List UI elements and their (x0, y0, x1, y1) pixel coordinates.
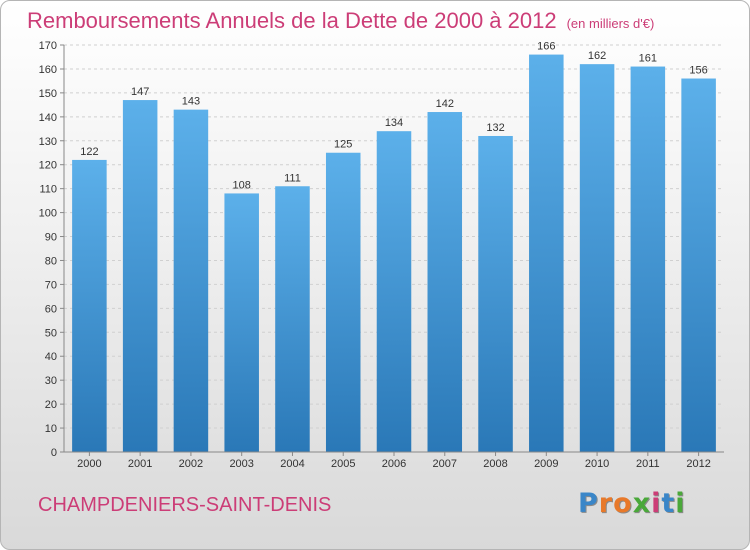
logo-letter: i (651, 488, 662, 519)
y-tick-label: 70 (45, 279, 57, 291)
x-tick-label: 2008 (483, 458, 507, 470)
bar (529, 54, 564, 452)
logo-letter: t (661, 488, 676, 519)
bar-value-label: 162 (588, 50, 606, 62)
y-tick-label: 20 (45, 399, 57, 411)
bar (427, 112, 463, 453)
y-tick-label: 80 (45, 255, 57, 267)
bar (681, 78, 716, 453)
y-tick-label: 150 (39, 88, 57, 100)
y-tick-label: 140 (39, 112, 57, 124)
x-tick-label: 2011 (636, 458, 660, 470)
bar-value-label: 132 (486, 122, 504, 134)
bar-value-label: 125 (334, 139, 352, 151)
proxiti-logo[interactable]: Proxiti (578, 488, 686, 519)
x-tick-label: 2001 (128, 458, 152, 470)
bar (275, 186, 310, 453)
y-tick-label: 50 (45, 327, 57, 339)
y-tick-label: 30 (45, 375, 57, 387)
title-text: Remboursements Annuels de la Dette de 20… (27, 8, 557, 33)
bars: 122 147 143 108 111 125 134 142 132 166 162 161 156 (72, 41, 716, 453)
logo-letter: x (632, 488, 652, 519)
bar-value-label: 166 (537, 41, 555, 53)
bar (478, 135, 513, 452)
x-tick-label: 2009 (534, 458, 558, 470)
y-tick-label: 90 (45, 232, 57, 244)
logo-letter: o (613, 488, 633, 519)
bar-value-label: 142 (436, 98, 454, 110)
bar (325, 152, 361, 452)
y-tick-label: 40 (45, 351, 57, 363)
y-tick-label: 170 (39, 40, 57, 52)
bar (122, 100, 158, 453)
city-name: CHAMPDENIERS-SAINT-DENIS (38, 494, 332, 516)
bar (173, 109, 209, 452)
y-tick-label: 100 (39, 208, 57, 220)
x-tick-label: 2003 (229, 458, 253, 470)
bar-value-label: 161 (639, 53, 657, 65)
x-tick-label: 2000 (77, 458, 101, 470)
bar (630, 66, 666, 452)
x-tick-label: 2012 (686, 458, 710, 470)
bar-value-label: 147 (131, 86, 149, 98)
bar (579, 64, 615, 452)
y-tick-label: 160 (39, 64, 57, 76)
logo-letter: i (675, 488, 686, 519)
logo-letter: r (598, 488, 614, 519)
x-tick-label: 2005 (331, 458, 355, 470)
bar (72, 159, 107, 452)
bar (376, 131, 412, 452)
bar-value-label: 122 (80, 146, 98, 158)
y-tick-label: 110 (39, 184, 57, 196)
x-tick-label: 2010 (585, 458, 609, 470)
logo-letter: P (578, 488, 599, 519)
y-tick-label: 0 (51, 447, 57, 459)
x-tick-label: 2006 (382, 458, 406, 470)
y-tick-label: 60 (45, 303, 57, 315)
bar (224, 193, 259, 452)
chart-title: Remboursements Annuels de la Dette de 20… (27, 8, 654, 34)
x-tick-label: 2004 (280, 458, 304, 470)
x-tick-label: 2002 (179, 458, 203, 470)
bar-value-label: 108 (233, 179, 251, 191)
bar-value-label: 134 (385, 117, 403, 129)
y-tick-label: 130 (39, 136, 57, 148)
y-tick-label: 10 (45, 423, 57, 435)
y-tick-label: 120 (39, 160, 57, 172)
bar-value-label: 143 (182, 96, 200, 108)
x-tick-label: 2007 (433, 458, 457, 470)
axes: 0 10 20 30 40 50 60 70 80 90 100 110 120 130 140 150 160… (39, 40, 724, 470)
bar-value-label: 111 (284, 172, 301, 184)
bar-value-label: 156 (689, 65, 707, 77)
unit-label: (en milliers d'€) (566, 16, 655, 31)
